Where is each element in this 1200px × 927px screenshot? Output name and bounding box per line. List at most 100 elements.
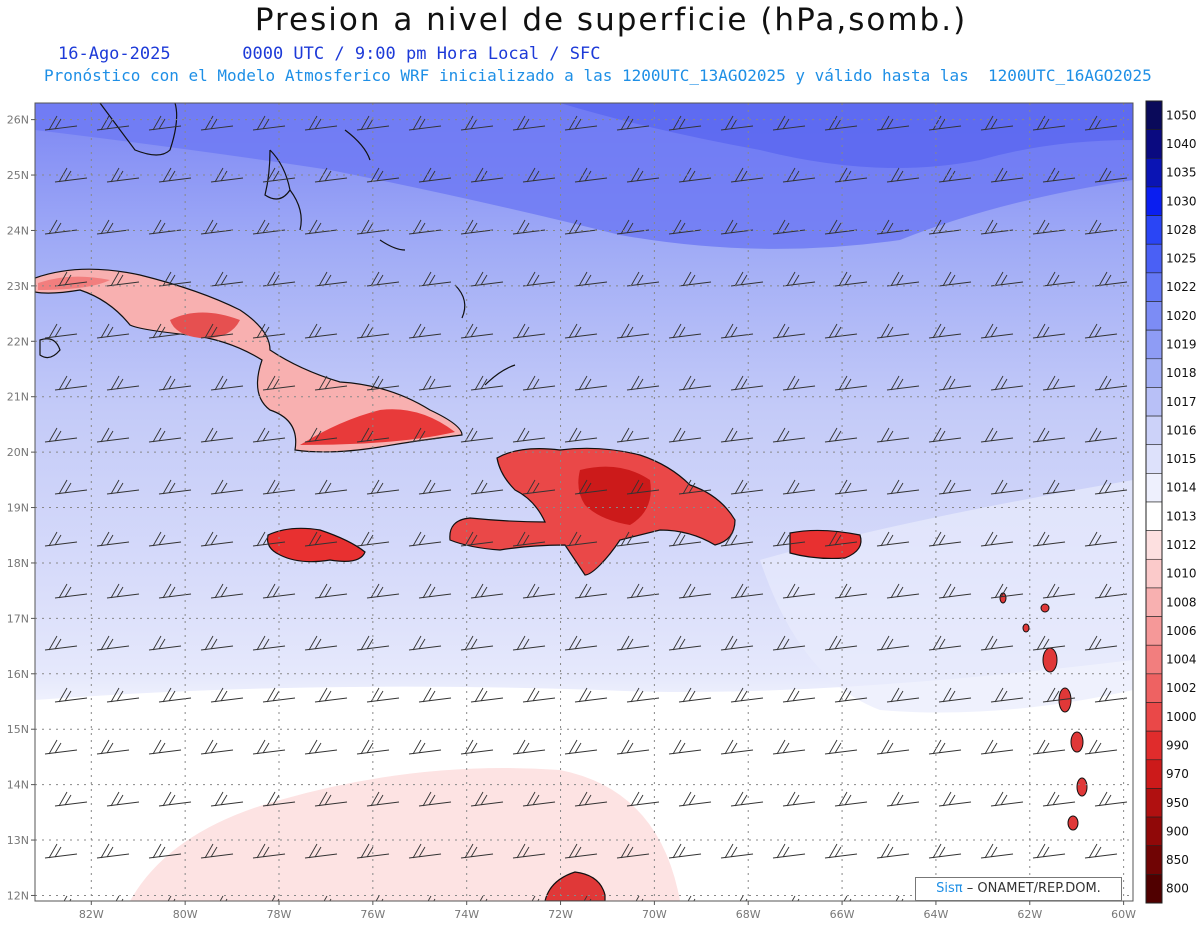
wind-barb [356, 843, 390, 859]
valid-time-line: 16-Ago-2025 0000 UTC / 9:00 pm Hora Loca… [58, 44, 600, 64]
wind-barb [876, 635, 910, 651]
colorbar-label: 1010 [1166, 567, 1197, 581]
colorbar-swatch [1145, 215, 1163, 245]
wind-barb [782, 791, 816, 807]
lon-tick-label: 62W [1017, 908, 1042, 921]
wind-barb [200, 115, 234, 131]
wind-barb [782, 479, 816, 495]
wind-barb [574, 583, 608, 599]
wind-barb [678, 687, 712, 703]
colorbar-label: 1022 [1166, 280, 1197, 294]
wind-barb [1032, 427, 1066, 443]
colorbar-label: 950 [1166, 796, 1189, 810]
wind-barb [928, 323, 962, 339]
wind-barb [886, 791, 920, 807]
wind-barb [304, 115, 338, 131]
wind-barb [512, 843, 546, 859]
wind-barb [886, 375, 920, 391]
wind-barb [252, 635, 286, 651]
wind-barb [314, 271, 348, 287]
wind-barb [408, 323, 442, 339]
wind-barb [626, 167, 660, 183]
wind-barb [304, 635, 338, 651]
wind-barb [1032, 115, 1066, 131]
colorbar-label: 1018 [1166, 366, 1197, 380]
lat-tick-label: 16N [7, 668, 29, 681]
hispaniola-landmass [449, 447, 736, 576]
wind-barb [252, 739, 286, 755]
wind-barb [876, 531, 910, 547]
lon-tick-label: 80W [173, 908, 198, 921]
wind-barb [824, 843, 858, 859]
wind-barb [824, 427, 858, 443]
wind-barb [1094, 791, 1128, 807]
wind-barb [980, 427, 1014, 443]
date-label: 16-Ago-2025 [58, 44, 171, 64]
wind-barb [158, 583, 192, 599]
lat-tick-label: 22N [7, 335, 29, 348]
wind-barb [460, 219, 494, 235]
colorbar-label: 1050 [1166, 108, 1197, 122]
wind-barb [574, 271, 608, 287]
wind-barb [512, 427, 546, 443]
wind-barb [990, 583, 1024, 599]
wind-barb [96, 427, 130, 443]
wind-barb [44, 323, 78, 339]
wind-barb [262, 583, 296, 599]
wind-barb [720, 115, 754, 131]
wind-barb [522, 687, 556, 703]
lon-tick-label: 82W [79, 908, 104, 921]
lon-tick-label: 70W [642, 908, 667, 921]
wind-barb [408, 635, 442, 651]
wind-barb [720, 323, 754, 339]
colorbar-swatch [1145, 157, 1163, 188]
south-america-coast [544, 871, 606, 901]
colorbar-swatch [1145, 501, 1163, 531]
lon-tick-label: 68W [736, 908, 761, 921]
wind-barb [938, 583, 972, 599]
latitude-labels: 26N 25N 24N 23N 22N 21N 20N 19N 18N 17N 16N 15N 14N 1… [7, 114, 35, 902]
wind-barb [824, 739, 858, 755]
wind-barb [252, 323, 286, 339]
wind-barb [834, 479, 868, 495]
wind-barb [252, 219, 286, 235]
wind-barb [366, 687, 400, 703]
wind-barb [148, 427, 182, 443]
wind-barb [876, 427, 910, 443]
wind-barb [990, 791, 1024, 807]
colorbar-label: 1013 [1166, 509, 1197, 523]
wind-barb [44, 531, 78, 547]
wind-barb [418, 687, 452, 703]
wind-barb [200, 843, 234, 859]
wind-barb [616, 843, 650, 859]
colorbar-swatch [1145, 329, 1163, 360]
wind-barb [990, 375, 1024, 391]
wind-barb [824, 531, 858, 547]
colorbar-frame [1145, 100, 1163, 904]
wind-barb [408, 427, 442, 443]
wind-barb [772, 739, 806, 755]
wind-barb [356, 739, 390, 755]
wind-barb [1042, 791, 1076, 807]
colorbar-swatch [1145, 387, 1163, 417]
wind-barb [158, 479, 192, 495]
wind-barb [408, 531, 442, 547]
colorbar-swatch [1145, 272, 1163, 302]
wind-barb [408, 739, 442, 755]
wind-barb [106, 375, 140, 391]
wind-barb [356, 219, 390, 235]
wind-barb [834, 375, 868, 391]
wind-barb [1094, 479, 1128, 495]
lat-tick-label: 25N [7, 169, 29, 182]
wind-barb [980, 739, 1014, 755]
wind-barb [1032, 635, 1066, 651]
wind-barb [522, 167, 556, 183]
wind-barb [1094, 687, 1128, 703]
wind-barb [314, 791, 348, 807]
wind-barb [730, 271, 764, 287]
wind-barb [252, 115, 286, 131]
wind-barb [148, 843, 182, 859]
wind-barb [1042, 687, 1076, 703]
wind-barb [522, 791, 556, 807]
wind-barb [210, 479, 244, 495]
